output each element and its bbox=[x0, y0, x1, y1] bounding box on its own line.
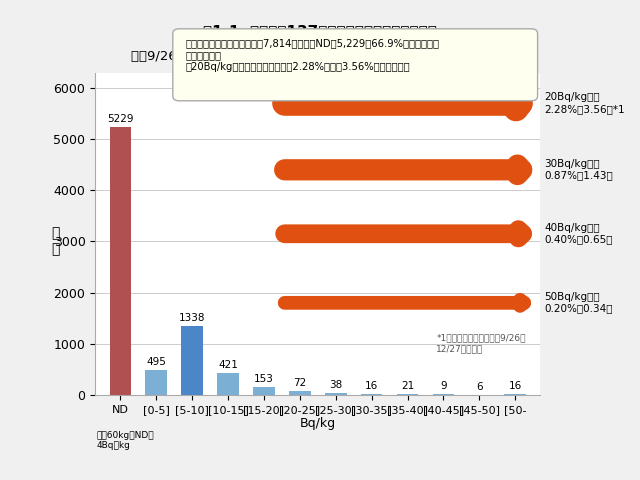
Text: 153: 153 bbox=[254, 374, 274, 384]
Text: 30Bq/kg以上
0.87%（1.43）: 30Bq/kg以上 0.87%（1.43） bbox=[544, 159, 612, 180]
Bar bbox=[289, 391, 310, 395]
Bar bbox=[253, 387, 275, 395]
Bar bbox=[109, 127, 131, 395]
Text: 図1-1  セシウム137の体内放射能量別の被験者数: 図1-1 セシウム137の体内放射能量別の被験者数 bbox=[203, 24, 437, 39]
Text: 21: 21 bbox=[401, 381, 414, 391]
Text: 16: 16 bbox=[509, 381, 522, 391]
Text: 1338: 1338 bbox=[179, 313, 205, 324]
Text: 38: 38 bbox=[329, 380, 342, 390]
Bar bbox=[504, 394, 526, 395]
Text: 50Bq/kg以上
0.20%（0.34）: 50Bq/kg以上 0.20%（0.34） bbox=[544, 292, 612, 313]
Bar bbox=[325, 393, 346, 395]
Text: 体重60kgのNDは
4Bq／kg: 体重60kgのNDは 4Bq／kg bbox=[97, 431, 155, 450]
Bar bbox=[145, 370, 167, 395]
Text: 72: 72 bbox=[293, 378, 307, 388]
Text: *1（　）は、前期調査（9/26～
12/27）の割合: *1（ ）は、前期調査（9/26～ 12/27）の割合 bbox=[436, 334, 525, 353]
Text: 20Bq/kg以上
2.28%（3.56）*1: 20Bq/kg以上 2.28%（3.56）*1 bbox=[544, 93, 625, 114]
Text: 9: 9 bbox=[440, 382, 447, 391]
Bar bbox=[361, 394, 383, 395]
Text: 6: 6 bbox=[476, 382, 483, 392]
Text: 5229: 5229 bbox=[107, 114, 134, 124]
Text: 通期9/26～3/31受診　（n = 7814）: 通期9/26～3/31受診 （n = 7814） bbox=[131, 50, 317, 63]
Bar bbox=[397, 394, 419, 395]
Bar bbox=[217, 373, 239, 395]
X-axis label: Bq/kg: Bq/kg bbox=[300, 418, 336, 431]
Text: 16: 16 bbox=[365, 381, 378, 391]
Text: ・通期の調査結果は、受診者7,814人のうちNDは5,229人66.9%と前期に比較
し増加した。
・20Bq/kg以上検出した大人は、2.28%（前期3.56: ・通期の調査結果は、受診者7,814人のうちNDは5,229人66.9%と前期に… bbox=[186, 38, 440, 72]
Text: 40Bq/kg以上
0.40%（0.65）: 40Bq/kg以上 0.40%（0.65） bbox=[544, 223, 612, 245]
Text: 421: 421 bbox=[218, 360, 238, 371]
Text: 495: 495 bbox=[147, 357, 166, 367]
Text: 大人（高校生以上）: 大人（高校生以上） bbox=[367, 50, 446, 65]
Text: 人
数: 人 数 bbox=[51, 227, 60, 256]
Bar bbox=[181, 326, 203, 395]
